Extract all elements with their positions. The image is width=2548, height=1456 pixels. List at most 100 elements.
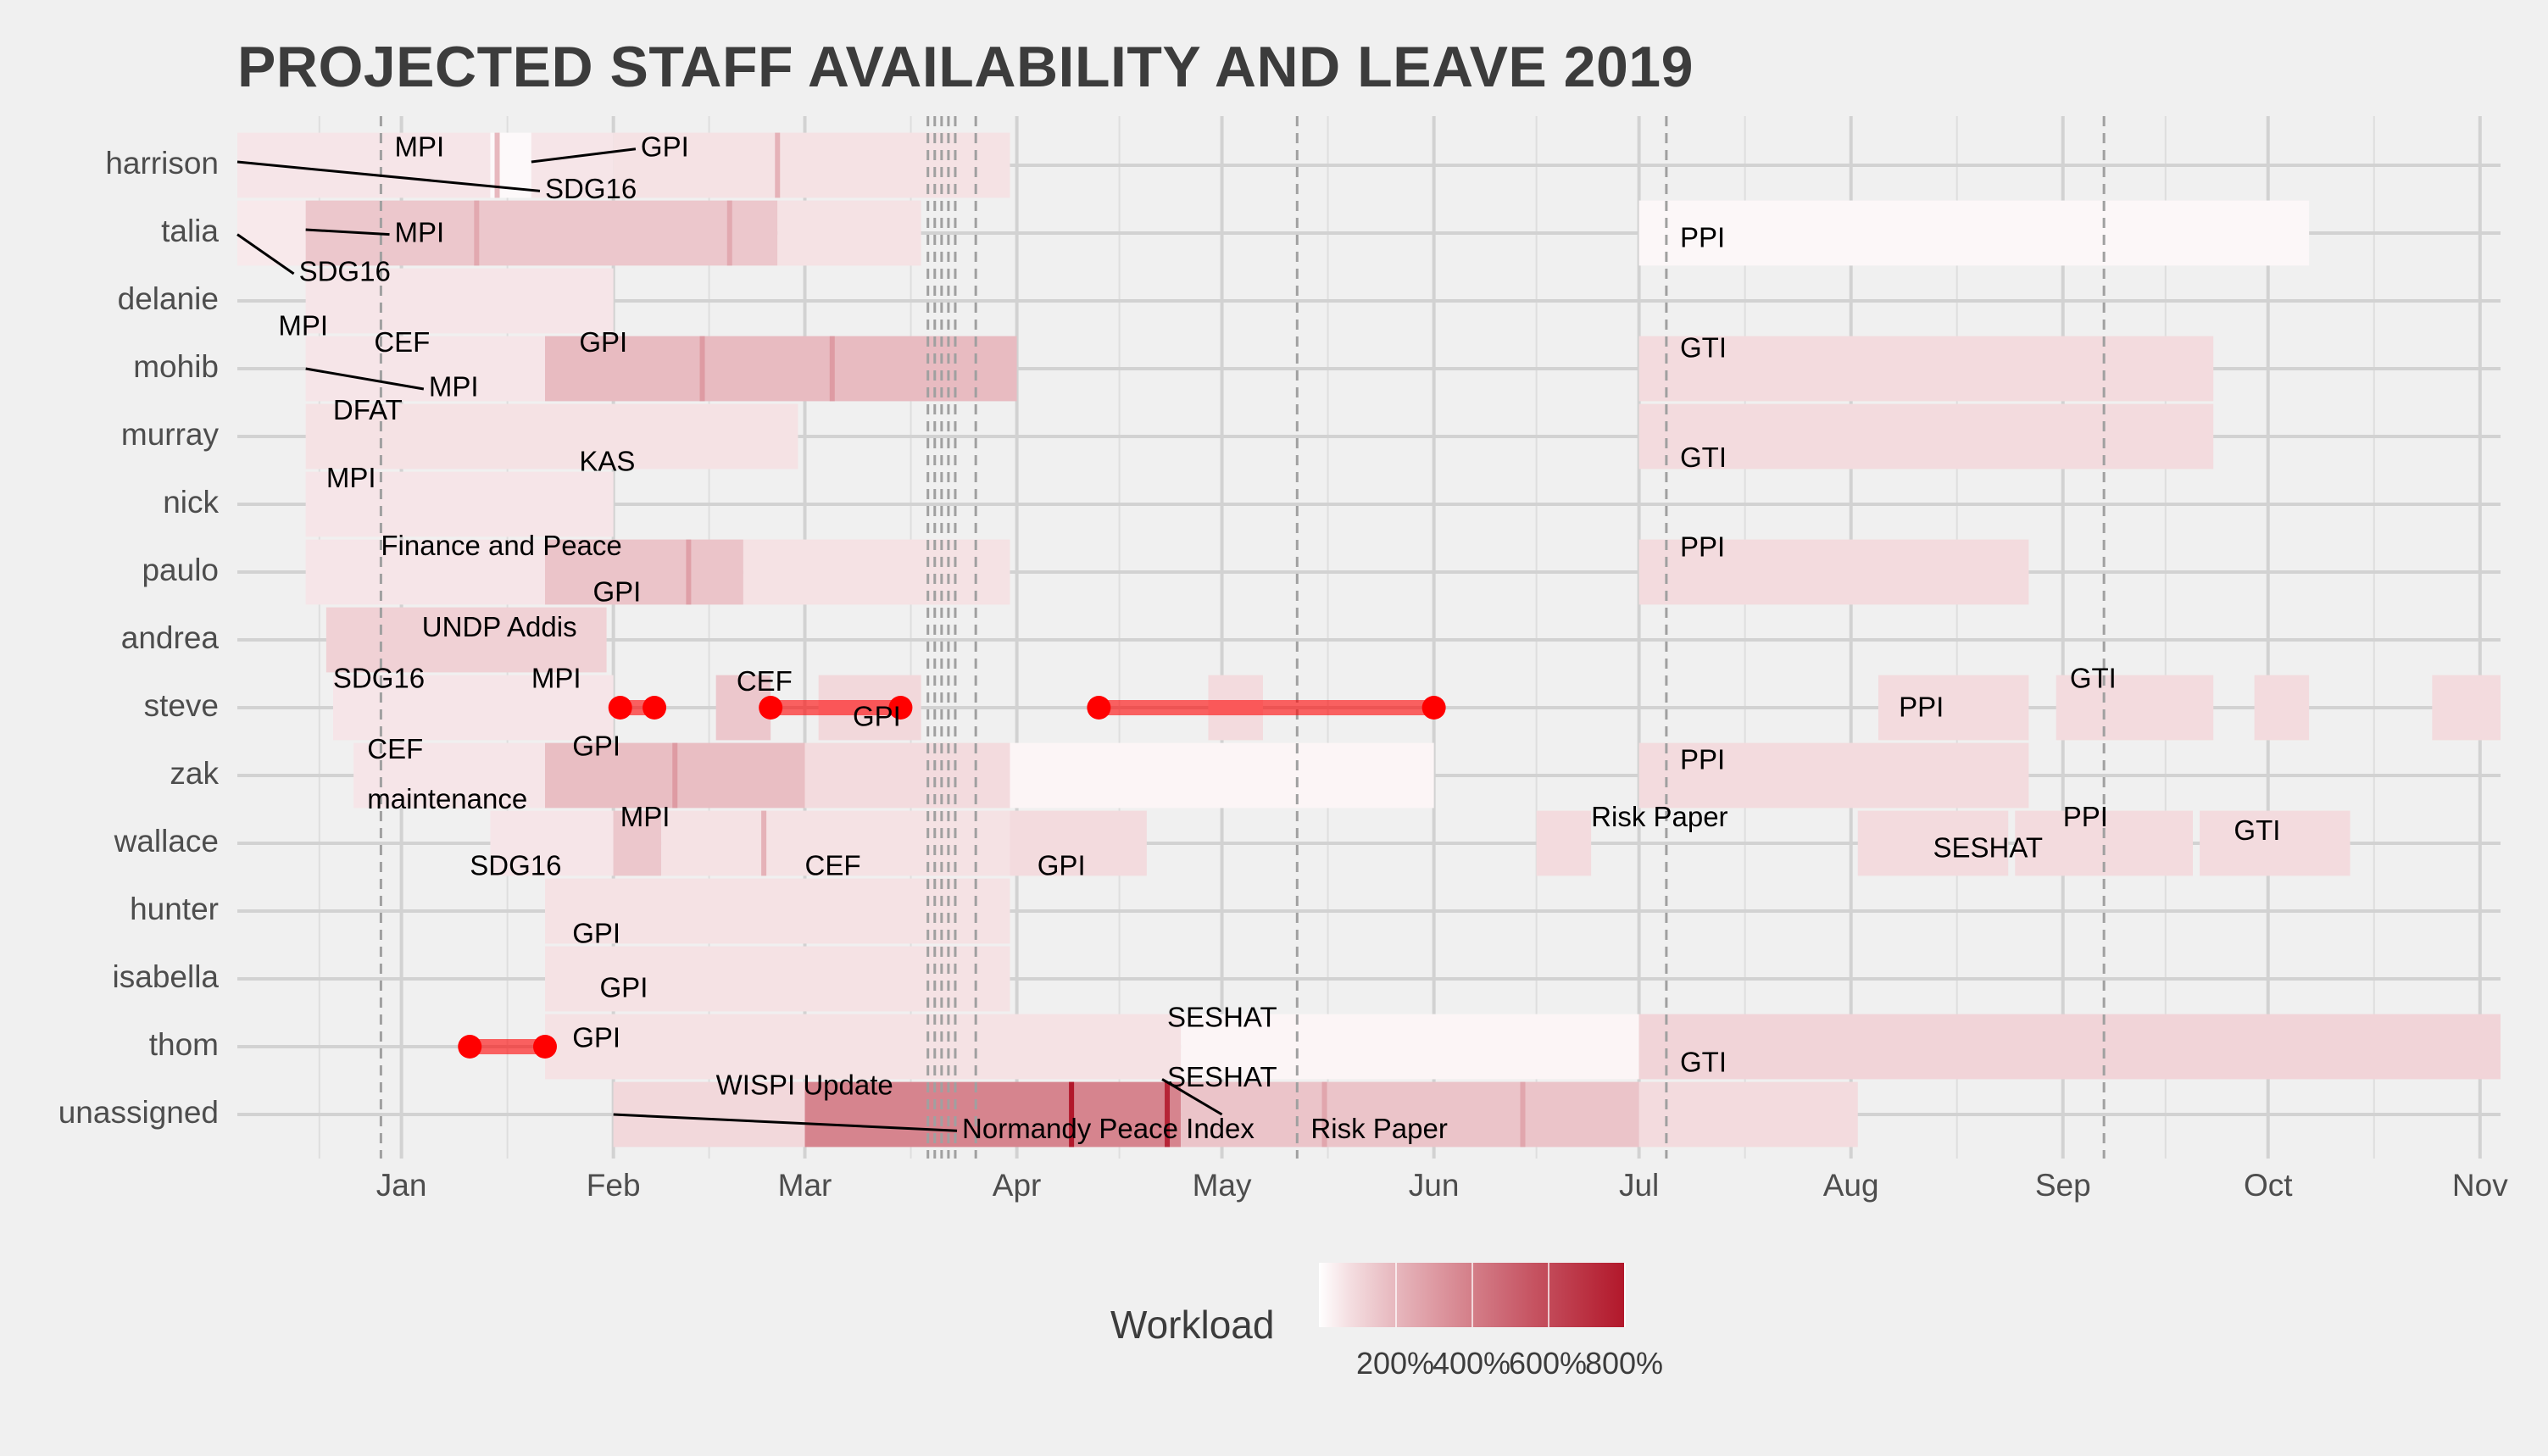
- legend-tick-label: 600%: [1508, 1346, 1588, 1381]
- y-tick-label-mohib: mohib: [133, 349, 219, 384]
- leave-end-point: [532, 1035, 557, 1059]
- project-label: CEF: [374, 326, 430, 358]
- project-label: GPI: [600, 972, 648, 1003]
- workload-segment-nick: [305, 471, 614, 537]
- y-tick-label-thom: thom: [149, 1027, 219, 1062]
- workload-segment-paulo: [743, 539, 1010, 605]
- workload-segment-paulo: [1638, 539, 2029, 605]
- y-tick-label-hunter: hunter: [130, 892, 219, 926]
- workload-segments: [237, 132, 2501, 1148]
- y-tick-label-wallace: wallace: [114, 824, 219, 859]
- y-tick-label-isabella: isabella: [113, 959, 220, 994]
- project-label: MPI: [620, 801, 670, 832]
- workload-peak-wallace: [761, 810, 767, 876]
- y-tick-label-zak: zak: [170, 756, 219, 791]
- workload-segment-unassigned: [613, 1081, 805, 1148]
- workload-segment-wallace: [1010, 810, 1147, 876]
- label-leader-line: [236, 233, 295, 275]
- legend-tick-label: 400%: [1432, 1346, 1511, 1381]
- workload-segment-unassigned: [1638, 1081, 1858, 1148]
- workload-peak-unassigned: [1321, 1081, 1327, 1148]
- workload-peak-zak: [672, 742, 678, 809]
- chart-title: PROJECTED STAFF AVAILABILITY AND LEAVE 2…: [237, 35, 1694, 99]
- workload-segment-murray: [1638, 403, 2214, 470]
- x-tick-label: Nov: [2452, 1168, 2508, 1203]
- x-tick-label: Jul: [1619, 1168, 1659, 1203]
- workload-peak-unassigned: [1165, 1081, 1171, 1148]
- project-label: SESHAT: [1167, 1061, 1277, 1092]
- workload-peak-unassigned: [1520, 1081, 1526, 1148]
- project-label: MPI: [326, 462, 376, 493]
- project-label: GPI: [572, 918, 620, 949]
- workload-segment-paulo: [544, 539, 743, 605]
- leave-start-point: [608, 696, 632, 720]
- x-tick-label: Aug: [1823, 1168, 1879, 1203]
- workload-segment-zak: [804, 742, 1010, 809]
- project-label: GTI: [1680, 1047, 1727, 1078]
- project-label: Finance and Peace: [381, 530, 621, 561]
- reference-lines: [379, 116, 2106, 1159]
- project-label: Risk Paper: [1310, 1113, 1447, 1144]
- workload-segment-wallace: [661, 810, 1010, 876]
- workload-segment-murray: [305, 403, 798, 470]
- y-tick-label-steve: steve: [144, 688, 219, 723]
- legend-tick-mark: [1395, 1263, 1397, 1327]
- x-tick-label: Sep: [2035, 1168, 2091, 1203]
- workload-segment-wallace: [1536, 810, 1592, 876]
- leave-end-point: [643, 696, 667, 720]
- label-leader-line: [1161, 1078, 1223, 1116]
- project-label: CEF: [805, 850, 861, 881]
- project-label: SDG16: [470, 850, 561, 881]
- project-label: CEF: [367, 733, 423, 764]
- project-label: KAS: [579, 446, 635, 477]
- project-label: Risk Paper: [1591, 801, 1727, 832]
- workload-segment-harrison: [531, 132, 614, 198]
- label-leader-line: [531, 147, 637, 164]
- project-label: GPI: [641, 131, 689, 163]
- workload-peak-mohib: [699, 336, 705, 402]
- leave-end-point: [888, 696, 913, 720]
- label-leader-line: [613, 1113, 958, 1132]
- workload-segment-wallace: [490, 810, 614, 876]
- project-label: GPI: [572, 731, 620, 762]
- project-label: MPI: [395, 216, 445, 247]
- project-label: SDG16: [299, 256, 391, 287]
- y-tick-label-unassigned: unassigned: [58, 1095, 219, 1130]
- x-tick-label: Jan: [376, 1168, 427, 1203]
- project-label: PPI: [1680, 531, 1725, 563]
- project-label: PPI: [2063, 801, 2108, 832]
- project-label: GPI: [1038, 850, 1086, 881]
- project-label: GPI: [572, 1022, 620, 1053]
- y-tick-label-andrea: andrea: [121, 620, 220, 655]
- workload-peak-talia: [474, 200, 480, 266]
- workload-segment-zak: [1010, 742, 1434, 809]
- leave-start-point: [458, 1035, 482, 1059]
- project-label: UNDP Addis: [422, 611, 577, 642]
- project-label: SESHAT: [1933, 832, 2043, 864]
- y-tick-label-harrison: harrison: [105, 146, 219, 181]
- y-tick-label-nick: nick: [163, 485, 219, 520]
- workload-segment-talia: [777, 200, 921, 266]
- project-label: PPI: [1899, 691, 1944, 722]
- workload-segment-thom: [1638, 1014, 2501, 1080]
- workload-segment-unassigned: [804, 1081, 1182, 1148]
- project-label: maintenance: [367, 783, 527, 814]
- y-tick-label-murray: murray: [121, 417, 220, 452]
- project-label: GTI: [2234, 814, 2280, 846]
- workload-segment-delanie: [305, 268, 614, 334]
- project-label: WISPI Update: [716, 1070, 893, 1101]
- workload-segment-thom: [1003, 1014, 1182, 1080]
- workload-legend: Workload 200% 400% 600% 800%: [1110, 1263, 1721, 1381]
- x-tick-label: May: [1193, 1168, 1252, 1203]
- workload-peak-harrison: [494, 132, 500, 198]
- label-leader-line: [305, 367, 425, 391]
- label-leader-line: [236, 160, 541, 192]
- y-tick-label-paulo: paulo: [142, 553, 219, 587]
- legend-tick-label: 800%: [1584, 1346, 1664, 1381]
- workload-segment-steve: [2432, 675, 2501, 741]
- legend-tick-mark: [1471, 1263, 1473, 1327]
- axes: harrison talia delanie mohib murray nick paulo…: [58, 146, 2508, 1203]
- workload-segment-isabella: [544, 946, 1010, 1012]
